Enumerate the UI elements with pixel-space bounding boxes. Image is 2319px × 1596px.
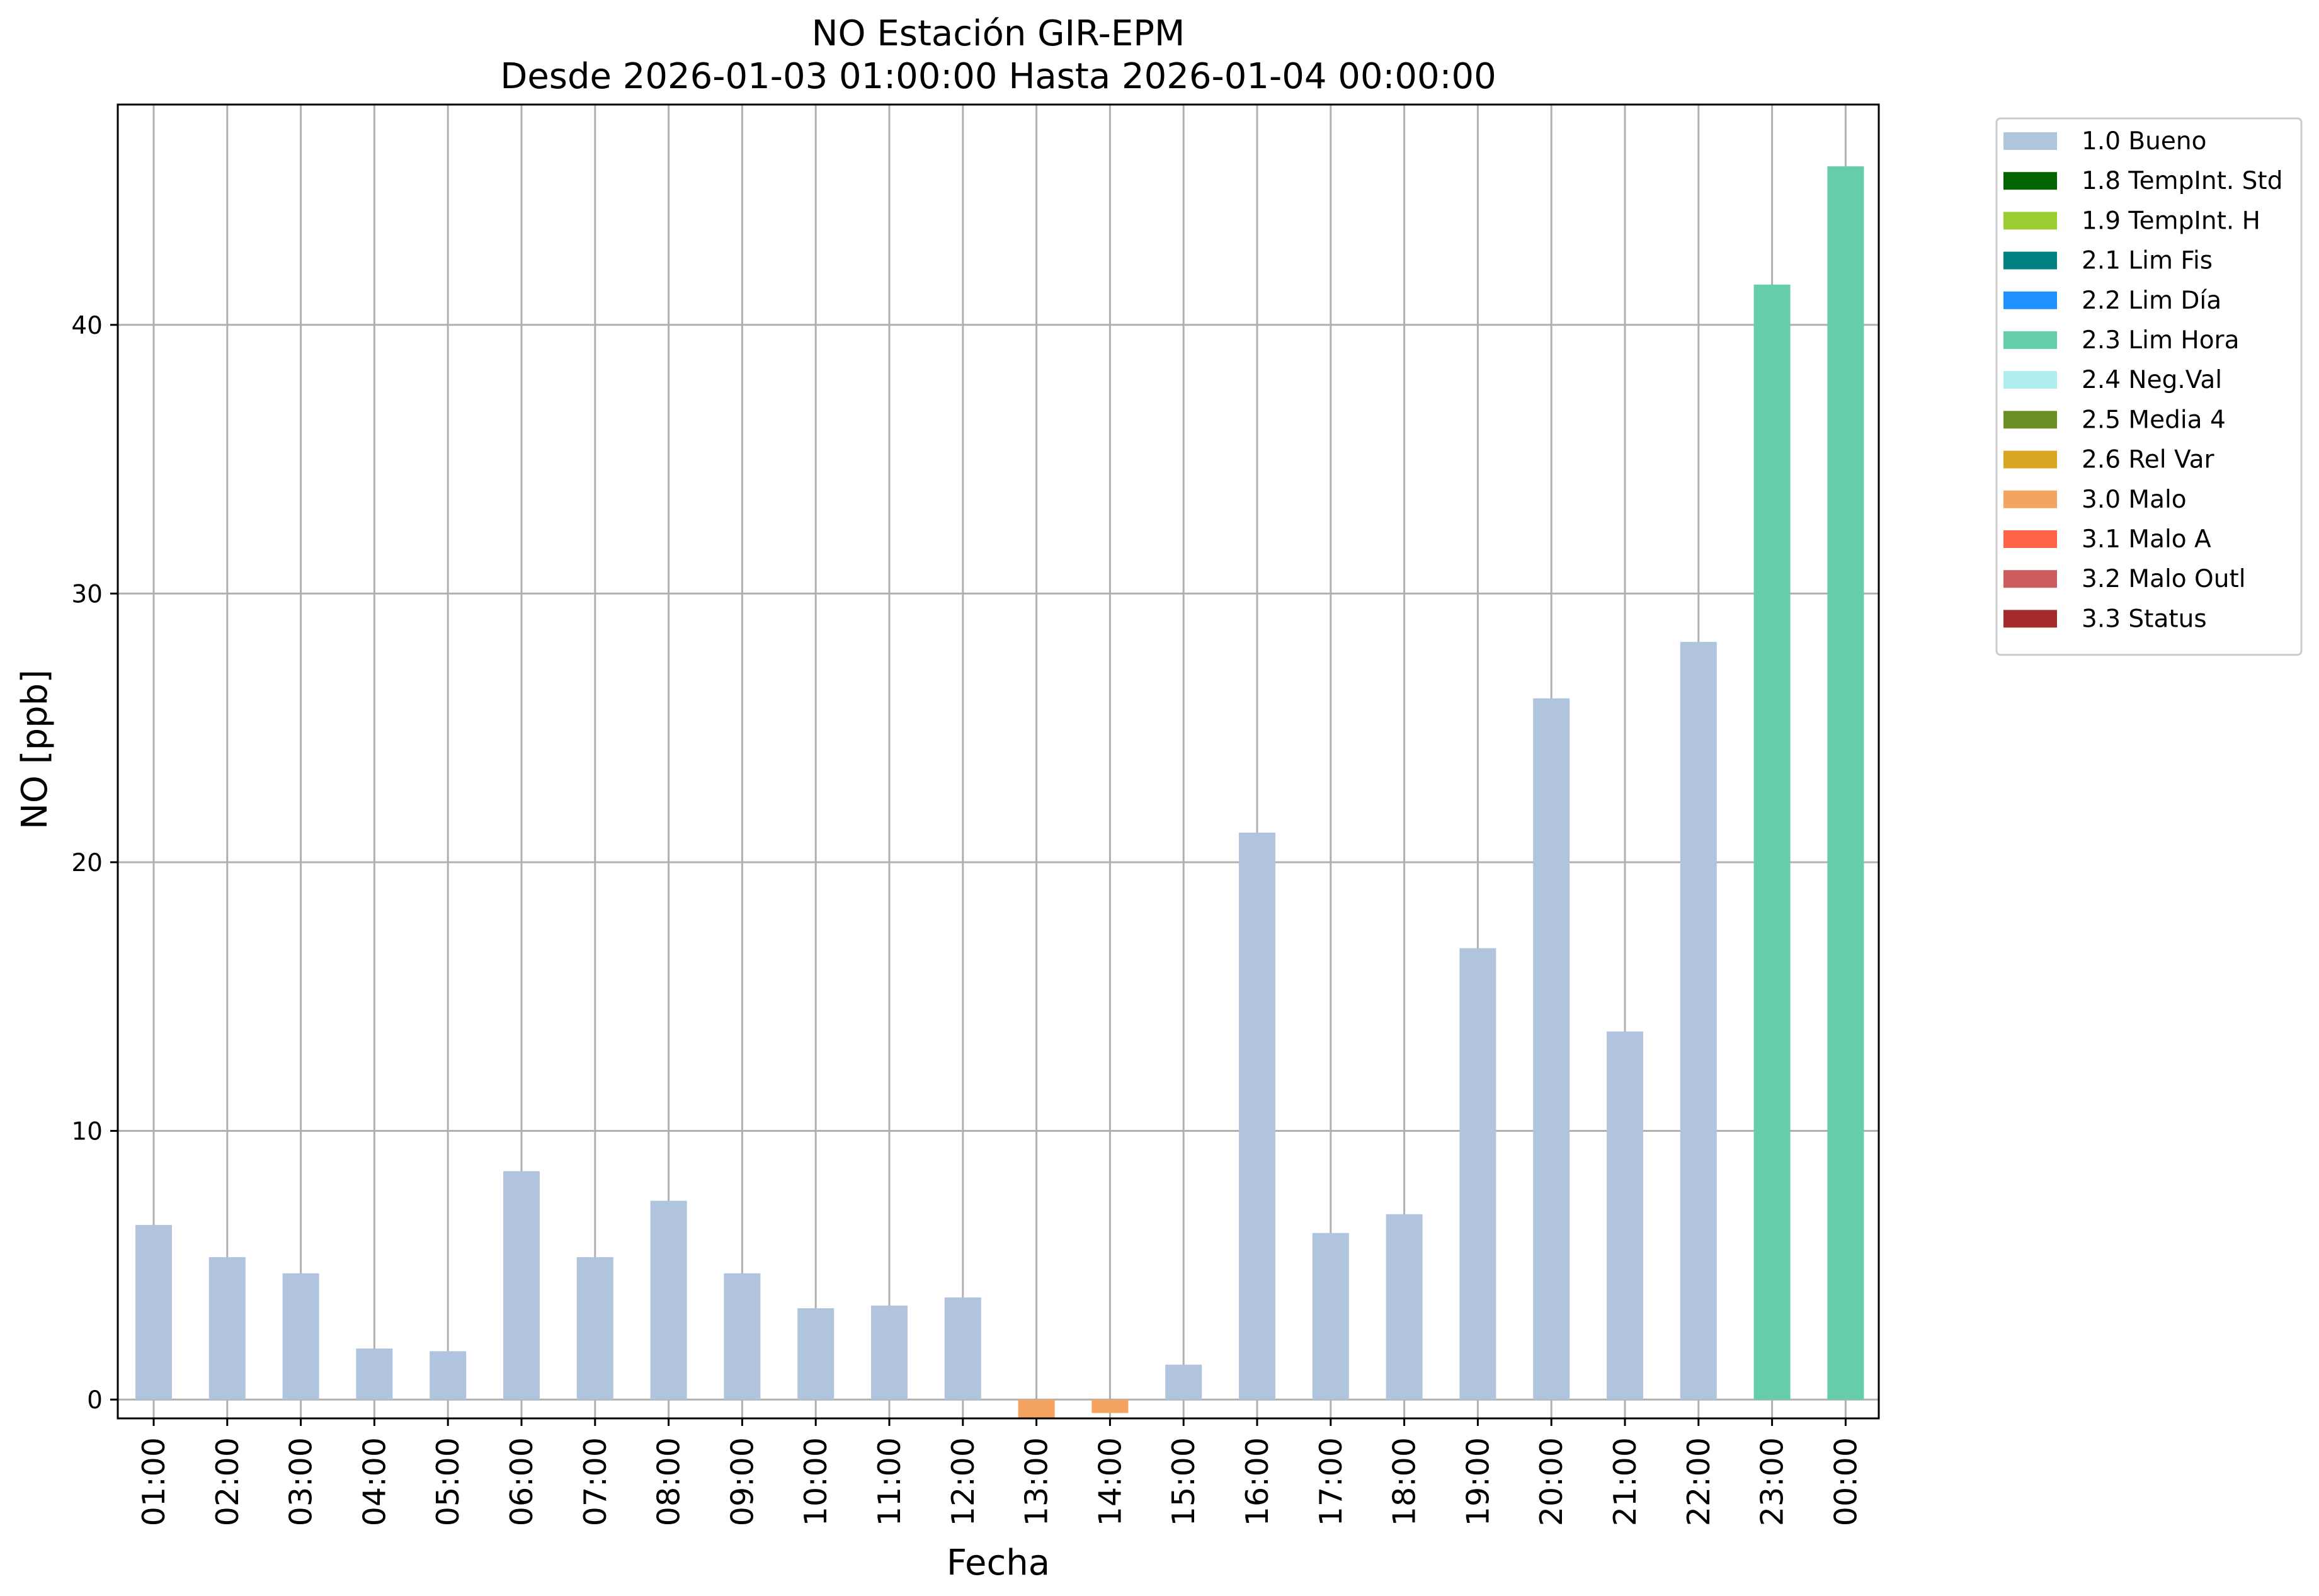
plot-frame [117,103,1880,1420]
bar-0800 [650,1200,687,1400]
x-axis-label: Fecha [947,1542,1050,1583]
x-axis: 01:00 02:00 03:00 04:00 05:00 06:00 07:00 08:00… [136,1418,1864,1526]
bar-2000 [1533,698,1570,1400]
legend-label: 3.0 Malo [2082,486,2187,514]
legend-swatch [2003,172,2057,190]
legend-label: 2.5 Media 4 [2082,406,2226,434]
x-tick-label: 20:00 [1534,1437,1570,1526]
bar-1100 [871,1305,908,1400]
legend-label: 1.8 TempInt. Std [2082,167,2282,195]
y-tick-label: 0 [87,1386,103,1415]
y-axis-label: NO [ppb] [14,670,55,829]
bar-2100 [1607,1031,1643,1400]
chart-subtitle: Desde 2026-01-03 01:00:00 Hasta 2026-01-… [500,56,1496,97]
legend-swatch [2003,331,2057,349]
legend-label: 3.1 Malo A [2082,525,2211,554]
bar-1400 [1091,1399,1129,1413]
legend-swatch [2003,132,2057,150]
legend-swatch [2003,371,2057,389]
legend-swatch [2003,212,2057,230]
bar-0900 [724,1273,761,1400]
legend-label: 2.3 Lim Hora [2082,326,2240,355]
bar-1000 [797,1308,835,1400]
bar-layer [135,166,1864,1418]
bar-2200 [1680,642,1717,1400]
legend-swatch [2003,291,2057,309]
bar-0400 [356,1348,393,1400]
x-tick-label: 04:00 [356,1437,392,1526]
x-tick-label: 03:00 [283,1437,319,1526]
bar-0700 [576,1257,613,1400]
x-tick-label: 22:00 [1681,1437,1717,1526]
x-tick-label: 02:00 [210,1437,246,1526]
bar-0300 [282,1273,319,1400]
y-tick-label: 40 [71,312,103,340]
chart-title: NO Estación GIR-EPM [812,13,1185,54]
y-axis: 0 10 20 30 40 [71,312,118,1415]
legend-label: 1.0 Bueno [2082,127,2206,156]
y-tick-label: 20 [71,849,103,877]
x-tick-label: 18:00 [1387,1437,1423,1526]
legend-swatch [2003,530,2057,548]
legend-label: 3.2 Malo Outl [2082,565,2246,593]
bar-2300 [1753,284,1791,1400]
legend: 1.0 Bueno 1.8 TempInt. Std 1.9 TempInt. H 2… [1995,117,2303,656]
bar-0100 [135,1224,172,1400]
legend-label: 3.3 Status [2082,605,2207,633]
legend-label: 2.1 Lim Fis [2082,247,2213,275]
x-tick-label: 06:00 [504,1437,540,1526]
bar-0600 [503,1171,540,1400]
legend-swatch [2003,251,2057,270]
x-tick-label: 08:00 [651,1437,687,1526]
x-tick-label: 00:00 [1828,1437,1864,1526]
legend-label: 2.4 Neg.Val [2082,366,2222,394]
x-tick-label: 12:00 [945,1437,981,1526]
bar-1500 [1165,1364,1202,1400]
bar-0500 [430,1351,467,1400]
legend-box [1995,117,2303,656]
legend-swatch [2003,490,2057,508]
bar-0000 [1827,166,1864,1400]
bar-1700 [1312,1233,1349,1400]
bar-1900 [1459,948,1496,1400]
x-tick-label: 09:00 [724,1437,760,1526]
bar-1600 [1239,833,1275,1400]
legend-label: 1.9 TempInt. H [2082,207,2260,235]
x-tick-label: 10:00 [798,1437,834,1526]
x-tick-label: 23:00 [1755,1437,1791,1526]
legend-swatch [2003,450,2057,469]
x-tick-label: 13:00 [1019,1437,1055,1526]
x-tick-label: 19:00 [1460,1437,1496,1526]
x-tick-label: 11:00 [872,1437,908,1526]
x-tick-label: 05:00 [430,1437,466,1526]
bar-1800 [1386,1214,1423,1400]
bar-1300 [1018,1399,1055,1418]
x-tick-label: 21:00 [1607,1437,1643,1526]
legend-swatch [2003,411,2057,429]
bar-0200 [208,1257,246,1400]
legend-label: 2.2 Lim Día [2082,287,2221,315]
x-tick-label: 17:00 [1313,1437,1349,1526]
legend-swatch [2003,570,2057,588]
x-tick-label: 07:00 [578,1437,613,1526]
x-tick-label: 16:00 [1239,1437,1275,1526]
y-tick-label: 30 [71,580,103,608]
y-tick-label: 10 [71,1118,103,1146]
legend-label: 2.6 Rel Var [2082,446,2215,474]
x-tick-label: 15:00 [1166,1437,1202,1526]
legend-swatch [2003,610,2057,628]
x-tick-label: 14:00 [1092,1437,1128,1526]
bar-1200 [944,1297,981,1400]
x-tick-label: 01:00 [136,1437,172,1526]
